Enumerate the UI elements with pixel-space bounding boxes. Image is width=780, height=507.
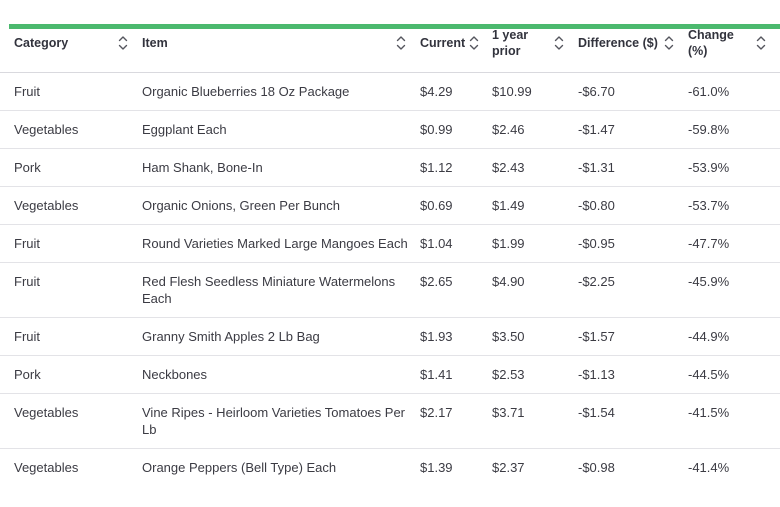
difference-cell: -$1.13	[578, 355, 688, 394]
current-price-cell: $2.17	[420, 393, 492, 449]
column-header-label: Change (%)	[688, 28, 734, 58]
sort-chevrons-icon[interactable]	[756, 35, 766, 51]
category-cell: Pork	[0, 355, 142, 394]
table-row: Fruit Red Flesh Seedless Miniature Water…	[0, 262, 780, 318]
year-prior-price-cell: $4.90	[492, 262, 578, 318]
year-prior-price-cell: $2.53	[492, 355, 578, 394]
current-price-cell: $0.69	[420, 186, 492, 225]
category-cell: Fruit	[0, 262, 142, 318]
table-row: Fruit Round Varieties Marked Large Mango…	[0, 224, 780, 263]
change-percent-cell: -53.7%	[688, 186, 780, 225]
item-cell: Round Varieties Marked Large Mangoes Eac…	[142, 224, 420, 263]
current-price-cell: $1.12	[420, 148, 492, 187]
item-cell: Granny Smith Apples 2 Lb Bag	[142, 317, 420, 356]
year-prior-price-cell: $1.49	[492, 186, 578, 225]
category-cell: Fruit	[0, 72, 142, 111]
change-percent-cell: -53.9%	[688, 148, 780, 187]
table-row: Fruit Granny Smith Apples 2 Lb Bag $1.93…	[0, 317, 780, 356]
column-header-label: Current	[420, 36, 466, 50]
difference-cell: -$2.25	[578, 262, 688, 318]
column-header-label: 1 year prior	[492, 28, 529, 58]
column-header-label: Item	[142, 36, 168, 50]
item-cell: Eggplant Each	[142, 110, 420, 149]
year-prior-price-cell: $3.50	[492, 317, 578, 356]
item-cell: Vine Ripes - Heirloom Varieties Tomatoes…	[142, 393, 420, 449]
sort-chevrons-icon[interactable]	[118, 35, 128, 51]
change-percent-cell: -44.5%	[688, 355, 780, 394]
category-cell: Fruit	[0, 317, 142, 356]
table-row: Fruit Organic Blueberries 18 Oz Package …	[0, 72, 780, 111]
price-comparison-table: Category Item Current	[0, 20, 780, 486]
change-percent-cell: -45.9%	[688, 262, 780, 318]
year-prior-price-cell: $10.99	[492, 72, 578, 111]
change-percent-cell: -41.4%	[688, 460, 730, 475]
difference-cell: -$1.47	[578, 110, 688, 149]
sort-chevrons-icon[interactable]	[396, 35, 406, 51]
difference-cell: -$1.31	[578, 148, 688, 187]
category-cell: Fruit	[0, 224, 142, 263]
current-price-cell: $2.65	[420, 262, 492, 318]
current-price-cell: $4.29	[420, 72, 492, 111]
year-prior-price-cell: $2.46	[492, 110, 578, 149]
table-row: Vegetables Vine Ripes - Heirloom Varieti…	[0, 393, 780, 449]
sort-chevrons-icon[interactable]	[469, 35, 479, 51]
difference-cell: -$1.57	[578, 317, 688, 356]
current-price-cell: $1.39	[420, 460, 453, 475]
difference-cell: -$6.70	[578, 72, 688, 111]
table-row: Pork Ham Shank, Bone-In $1.12 $2.43 -$1.…	[0, 148, 780, 187]
year-prior-price-cell: $3.71	[492, 393, 578, 449]
accent-bar	[9, 24, 780, 29]
item-cell: Organic Blueberries 18 Oz Package	[142, 72, 420, 111]
current-price-cell: $1.41	[420, 355, 492, 394]
table-body: Fruit Organic Blueberries 18 Oz Package …	[0, 72, 780, 487]
change-percent-cell: -41.5%	[688, 393, 780, 449]
current-price-cell: $0.99	[420, 110, 492, 149]
table-row: Vegetables Orange Peppers (Bell Type) Ea…	[0, 449, 780, 487]
category-cell: Vegetables	[0, 110, 142, 149]
column-header-label: Category	[14, 36, 69, 50]
difference-cell: -$0.98	[578, 460, 615, 475]
change-percent-cell: -61.0%	[688, 72, 780, 111]
item-cell: Ham Shank, Bone-In	[142, 148, 420, 187]
change-percent-cell: -44.9%	[688, 317, 780, 356]
year-prior-price-cell: $1.99	[492, 224, 578, 263]
category-cell: Pork	[0, 148, 142, 187]
year-prior-price-cell: $2.37	[492, 460, 525, 475]
change-percent-cell: -47.7%	[688, 224, 780, 263]
category-cell: Vegetables	[0, 393, 142, 449]
change-percent-cell: -59.8%	[688, 110, 780, 149]
sort-chevrons-icon[interactable]	[554, 35, 564, 51]
sort-chevrons-icon[interactable]	[664, 35, 674, 51]
difference-cell: -$1.54	[578, 393, 688, 449]
table-row: Vegetables Eggplant Each $0.99 $2.46 -$1…	[0, 110, 780, 149]
table-row: Pork Neckbones $1.41 $2.53 -$1.13 -44.5%	[0, 355, 780, 394]
item-cell: Red Flesh Seedless Miniature Watermelons…	[142, 262, 420, 318]
item-cell: Neckbones	[142, 355, 420, 394]
current-price-cell: $1.93	[420, 317, 492, 356]
column-header-label: Difference ($)	[578, 36, 658, 50]
item-cell: Orange Peppers (Bell Type) Each	[142, 460, 337, 475]
table-row: Vegetables Organic Onions, Green Per Bun…	[0, 186, 780, 225]
year-prior-price-cell: $2.43	[492, 148, 578, 187]
item-cell: Organic Onions, Green Per Bunch	[142, 186, 420, 225]
category-cell: Vegetables	[14, 460, 79, 475]
current-price-cell: $1.04	[420, 224, 492, 263]
difference-cell: -$0.80	[578, 186, 688, 225]
difference-cell: -$0.95	[578, 224, 688, 263]
category-cell: Vegetables	[0, 186, 142, 225]
